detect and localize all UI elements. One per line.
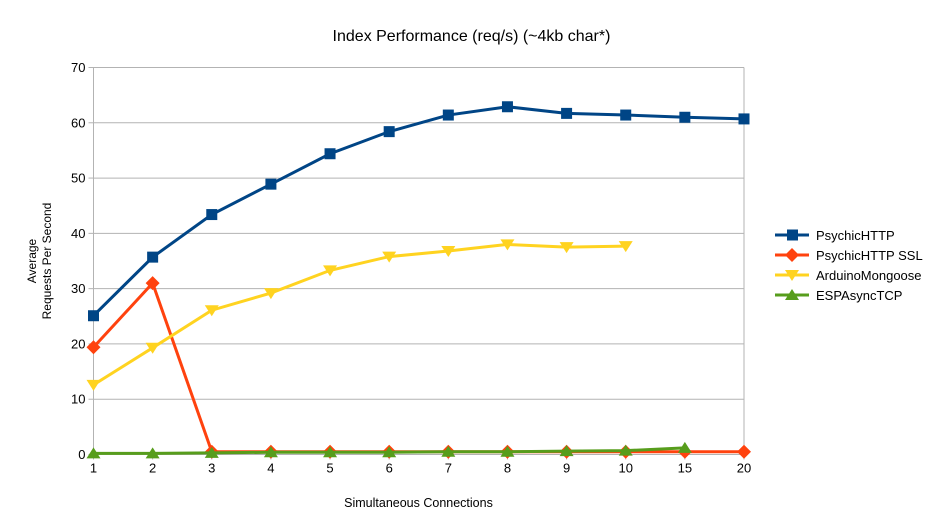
x-tick-label-8: 8: [504, 461, 511, 476]
data-point-ESPAsyncTCP-8: [500, 445, 515, 457]
legend-label: ArduinoMongoose: [816, 267, 922, 283]
y-tick-label-20: 20: [71, 336, 85, 351]
data-point-PsychicHTTP-SSL-20: [737, 444, 751, 459]
x-tick-label-3: 3: [208, 461, 215, 476]
x-tick-label-7: 7: [445, 461, 452, 476]
legend-item-PsychicHTTP: PsychicHTTP: [775, 225, 923, 245]
data-point-ArduinoMongoose-1: [86, 379, 101, 391]
data-point-PsychicHTTP-9: [561, 107, 573, 119]
data-point-ESPAsyncTCP-6: [382, 446, 397, 458]
x-tick-label-5: 5: [326, 461, 333, 476]
y-axis-title-line-1: Average: [25, 238, 39, 284]
y-tick-label-10: 10: [71, 392, 85, 407]
y-tick-label-0: 0: [78, 447, 85, 462]
legend: PsychicHTTP PsychicHTTP SSL ArduinoMongoos…: [775, 225, 923, 305]
x-tick-label-6: 6: [386, 461, 393, 476]
data-point-ArduinoMongoose-9: [559, 242, 574, 254]
chart-title: Index Performance (req/s) (~4kb char*): [332, 28, 611, 45]
legend-marker-diamond-icon: [775, 248, 809, 262]
data-point-PsychicHTTP-7: [442, 109, 454, 121]
data-point-ESPAsyncTCP-1: [86, 447, 101, 459]
data-point-ESPAsyncTCP-3: [204, 446, 219, 458]
data-point-ArduinoMongoose-3: [204, 305, 219, 317]
y-tick-label-70: 70: [71, 60, 85, 75]
x-tick-label-4: 4: [267, 461, 274, 476]
data-point-PsychicHTTP-SSL-2: [145, 276, 160, 291]
data-point-ESPAsyncTCP-5: [323, 446, 338, 458]
data-point-ESPAsyncTCP-4: [263, 446, 278, 458]
y-axis-title-line-2: Requests Per Second: [40, 202, 54, 320]
legend-label: ESPAsyncTCP: [816, 287, 903, 303]
data-point-ArduinoMongoose-6: [382, 251, 397, 263]
data-point-PsychicHTTP-2: [147, 251, 159, 263]
data-point-ArduinoMongoose-4: [263, 288, 278, 300]
legend-item-ESPAsyncTCP: ESPAsyncTCP: [775, 285, 923, 305]
legend-item-ArduinoMongoose: ArduinoMongoose: [775, 265, 923, 285]
data-point-PsychicHTTP-3: [206, 209, 218, 221]
y-axis-title: Average Requests Per Second: [25, 203, 55, 320]
data-point-PsychicHTTP-1: [88, 310, 99, 322]
x-tick-label-15: 15: [678, 461, 692, 476]
legend-marker-triangle-down-icon: [775, 270, 809, 281]
data-point-PsychicHTTP-10: [620, 109, 632, 121]
x-tick-label-10: 10: [618, 461, 632, 476]
data-point-PsychicHTTP-SSL-1: [86, 340, 101, 355]
data-point-PsychicHTTP-15: [679, 111, 691, 123]
data-point-PsychicHTTP-5: [324, 148, 336, 160]
data-point-PsychicHTTP-8: [501, 101, 513, 113]
legend-marker-triangle-up-icon: [775, 289, 809, 300]
data-point-PsychicHTTP-20: [738, 113, 750, 125]
x-tick-label-20: 20: [737, 461, 751, 476]
series-line-ArduinoMongoose: [92, 242, 626, 387]
y-tick-label-60: 60: [71, 115, 85, 130]
data-point-PsychicHTTP-6: [383, 126, 395, 138]
series-line-PsychicHTTP-SSL: [92, 280, 744, 454]
y-tick-label-30: 30: [71, 281, 85, 296]
data-point-ESPAsyncTCP-2: [145, 447, 160, 459]
data-point-ArduinoMongoose-2: [145, 342, 160, 354]
data-point-ArduinoMongoose-7: [441, 246, 456, 258]
data-point-ArduinoMongoose-8: [500, 239, 515, 251]
y-tick-label-40: 40: [71, 226, 85, 241]
legend-item-PsychicHTTP-SSL: PsychicHTTP SSL: [775, 245, 923, 265]
series-line-PsychicHTTP: [92, 105, 745, 317]
x-tick-label-1: 1: [90, 461, 97, 476]
data-point-PsychicHTTP-4: [265, 178, 277, 190]
data-point-ArduinoMongoose-10: [618, 241, 633, 253]
x-tick-label-9: 9: [563, 461, 570, 476]
legend-label: PsychicHTTP: [816, 227, 895, 243]
data-point-ESPAsyncTCP-7: [441, 445, 456, 457]
x-tick-label-2: 2: [149, 461, 156, 476]
data-point-ESPAsyncTCP-10: [618, 444, 633, 456]
data-point-ArduinoMongoose-5: [323, 265, 338, 277]
legend-label: PsychicHTTP SSL: [816, 247, 923, 263]
x-axis-title: Simultaneous Connections: [344, 496, 493, 510]
y-tick-label-50: 50: [71, 171, 85, 186]
legend-marker-square-icon: [775, 229, 809, 241]
data-point-ESPAsyncTCP-9: [559, 445, 574, 457]
data-point-ESPAsyncTCP-15: [677, 441, 692, 453]
